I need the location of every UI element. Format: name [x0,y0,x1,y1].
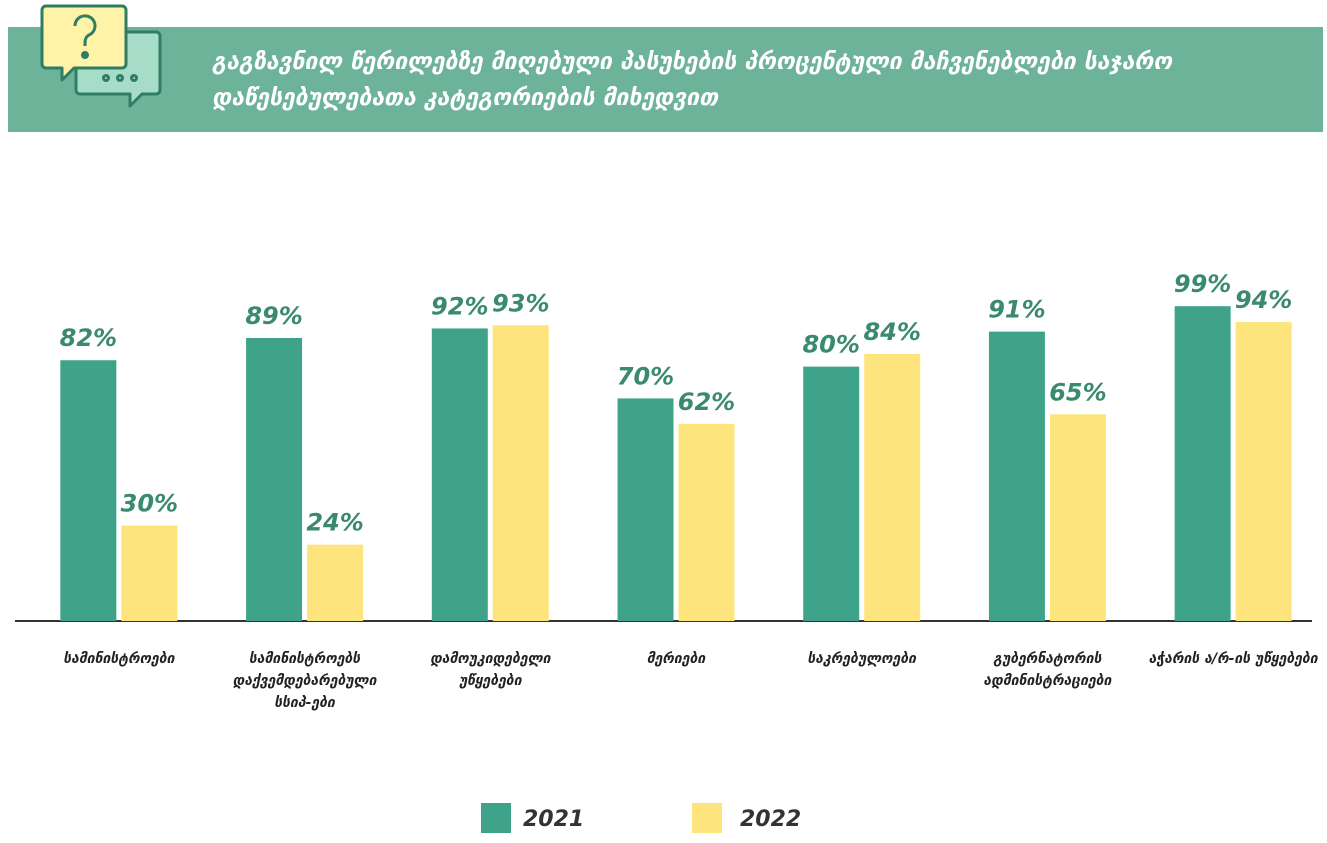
bar [678,423,735,621]
bar [246,337,303,621]
value-label: 91% [988,296,1045,324]
bar [617,398,674,621]
value-label: 82% [60,324,117,352]
chart-title: გაგზავნილ წერილებზე მიღებული პასუხების პ… [212,49,1173,111]
legend-label: 2022 [740,807,801,832]
legend-swatch [481,803,511,833]
value-label: 70% [617,362,674,390]
x-tick-label: აჭარის ა/რ-ის უწყებები [1148,651,1318,667]
value-label: 24% [306,509,363,537]
bar [803,366,860,621]
bar [988,331,1045,621]
bar [1049,414,1106,621]
x-tick-label: სამინისტროებს დაქვემდებარებული სსიპ-ები [232,651,377,711]
x-tick-label: მერიები [646,651,706,667]
value-label: 80% [802,331,859,359]
bar [121,525,178,621]
bar [1174,306,1231,621]
value-label: 94% [1235,286,1292,314]
value-label: 93% [492,289,549,317]
value-label: 84% [863,318,920,346]
bar [864,353,921,621]
value-label: 89% [245,302,302,330]
bar [307,544,364,621]
value-label: 62% [678,388,735,416]
x-tick-label: დამოუკიდებელი უწყებები [430,651,551,689]
value-label: 99% [1174,270,1231,298]
value-label: 92% [431,292,488,320]
x-tick-label: სამინისტროები [63,651,175,667]
value-label: 30% [121,490,178,518]
bar [60,360,117,621]
bar [1235,322,1292,621]
value-label: 65% [1049,378,1106,406]
legend-swatch [692,803,722,833]
bar [492,325,549,621]
x-tick-label: გუბერნატორის ადმინისტრაციები [983,651,1112,689]
header-band [8,27,1323,132]
icon [40,4,162,108]
legend-label: 2021 [523,807,584,832]
x-tick-label: საკრებულოები [807,651,916,667]
bar [431,328,488,621]
